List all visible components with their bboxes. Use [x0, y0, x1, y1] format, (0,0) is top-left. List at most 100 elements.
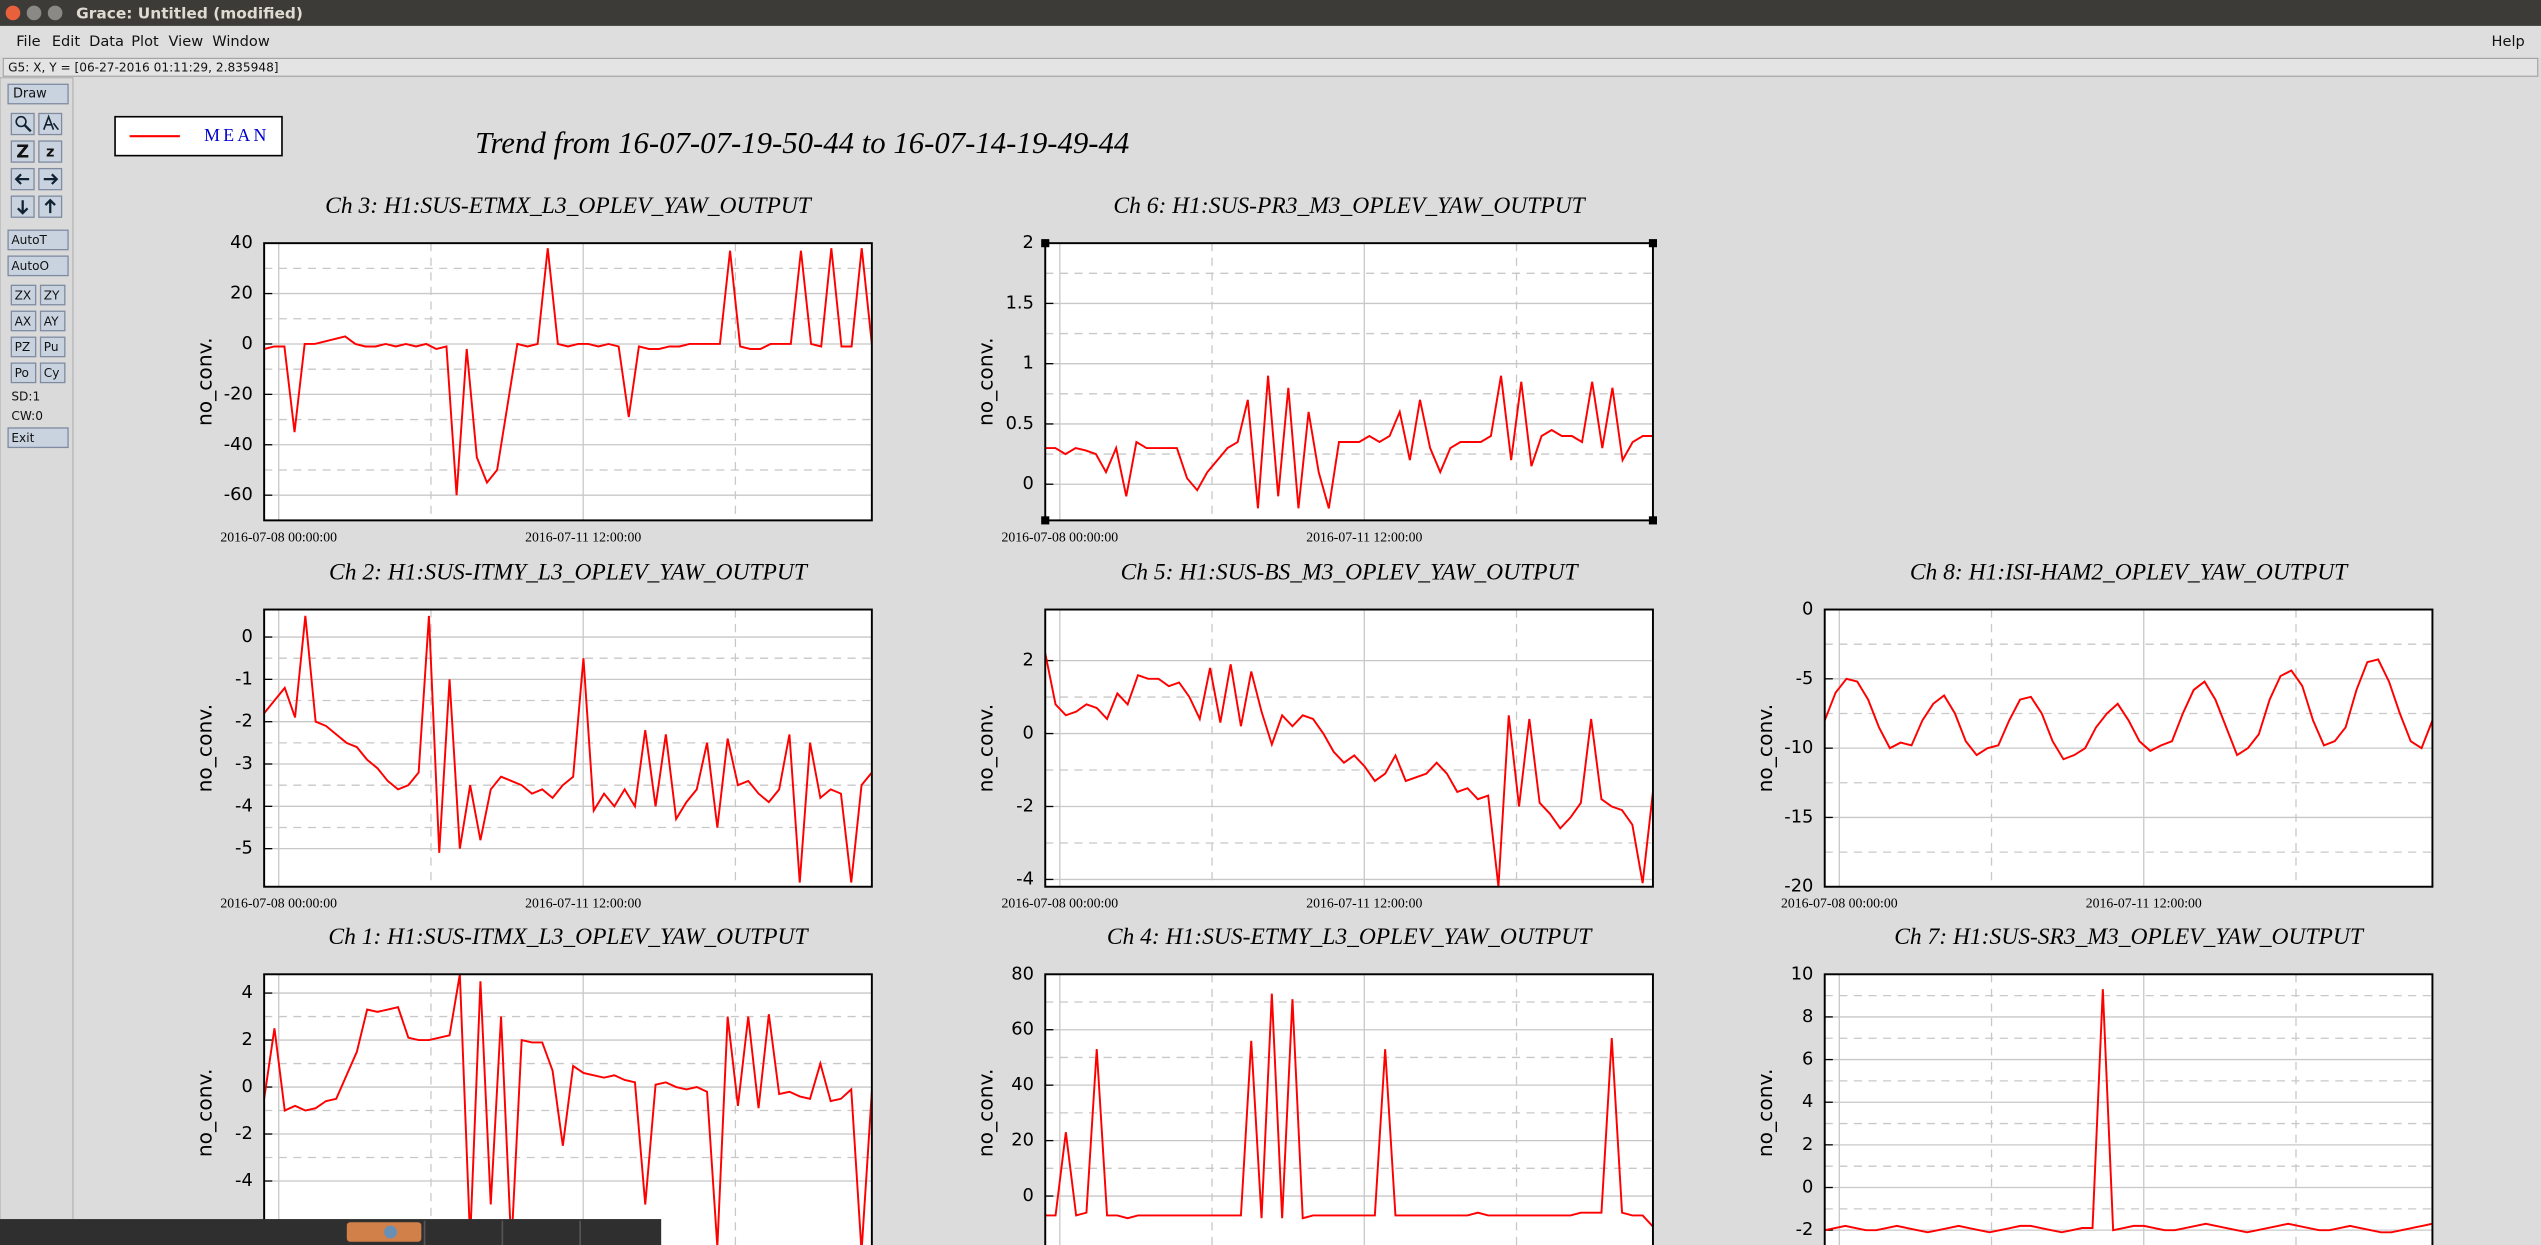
y-axis-label: no_conv. — [192, 1069, 216, 1158]
x-tick-label: 2016-07-11 12:00:00 — [2086, 896, 2202, 911]
chart: -4 -2 0 2 4 Ch 1: H1:SUS-ITMX_L3_OPLEV_YAW_OU… — [192, 924, 873, 1245]
y-tick-label: 0 — [1023, 473, 1034, 494]
y-tick-label: 4 — [241, 982, 252, 1003]
y-tick-label: 0 — [241, 626, 252, 647]
pair-button[interactable] — [39, 362, 66, 384]
legend-box — [114, 115, 283, 157]
arrow-up-icon — [44, 198, 56, 214]
y-tick-label: -40 — [224, 434, 253, 455]
y-axis-label: no_conv. — [973, 1069, 997, 1158]
y-tick-label: 20 — [1011, 1130, 1034, 1151]
pair-button[interactable] — [10, 310, 37, 332]
chart-title: Ch 5: H1:SUS-BS_M3_OPLEV_YAW_OUTPUT — [1121, 559, 1580, 585]
y-tick-label: 2 — [1023, 650, 1034, 671]
plot-frame — [1044, 973, 1654, 1245]
y-tick-label: 40 — [230, 232, 253, 253]
y-tick-label: -4 — [1016, 868, 1034, 889]
menu-help[interactable]: Help — [2492, 33, 2525, 50]
x-tick-label: 2016-07-08 00:00:00 — [220, 896, 337, 911]
draw-button[interactable] — [7, 83, 69, 105]
pair-button[interactable] — [10, 336, 37, 358]
pair-label: ZY — [44, 288, 60, 302]
pair-button[interactable] — [10, 362, 37, 384]
zoom-key: Z — [16, 141, 29, 162]
maximize-button[interactable] — [47, 5, 63, 21]
series — [1045, 653, 1653, 887]
y-tick-label: 0 — [1802, 599, 1813, 620]
y-tick-label: -20 — [1784, 876, 1813, 897]
close-button[interactable] — [5, 5, 21, 21]
pair-label: Pu — [44, 340, 59, 354]
y-tick-label: 20 — [230, 283, 253, 304]
auto-button[interactable] — [7, 255, 69, 277]
plot-area — [1824, 974, 2433, 1245]
magnifier-handle — [23, 123, 32, 133]
toolbar — [0, 77, 74, 1245]
plot-area — [264, 609, 872, 887]
menu-item[interactable]: Edit — [52, 33, 81, 50]
plot-frame — [1044, 608, 1654, 888]
chart: 0 20 40 60 80 Ch 4: H1:SUS-ETMY_L3_OPLEV_YAW_… — [973, 924, 1654, 1245]
taskbar — [0, 1219, 662, 1245]
pair-label: Cy — [44, 366, 60, 380]
data-line — [1045, 375, 1653, 509]
plot-title: Trend from 16-07-07-19-50-44 to 16-07-14… — [475, 126, 1129, 160]
series — [1824, 989, 2433, 1234]
menu-item[interactable]: Plot — [131, 33, 159, 50]
y-tick-label: 6 — [1802, 1049, 1813, 1070]
y-tick-label: -3 — [235, 753, 253, 774]
menu-item[interactable]: Data — [89, 33, 124, 50]
taskbar-icon — [384, 1225, 398, 1239]
data-line — [1045, 993, 1653, 1228]
y-tick-label: -1 — [235, 668, 253, 689]
auto-button[interactable] — [7, 229, 69, 251]
legend-label: MEAN — [204, 125, 269, 145]
menu-item[interactable]: View — [169, 33, 204, 50]
menu-bar — [0, 25, 2541, 57]
plot-area — [264, 243, 872, 521]
y-tick-label: -4 — [235, 1170, 253, 1191]
y-tick-label: 1 — [1023, 353, 1034, 374]
exit-label: Exit — [11, 431, 34, 445]
selection-handle[interactable] — [1648, 239, 1657, 248]
zoom-out-button[interactable] — [38, 140, 63, 163]
y-tick-label: 1.5 — [1006, 292, 1034, 313]
selection-handle[interactable] — [1648, 516, 1657, 525]
menu-item[interactable]: Window — [212, 33, 270, 50]
x-tick-label: 2016-07-08 00:00:00 — [1002, 896, 1119, 911]
data-line — [264, 974, 872, 1245]
y-tick-label: -60 — [224, 484, 253, 505]
selection-handle[interactable] — [1041, 239, 1050, 248]
chart-title: Ch 4: H1:SUS-ETMY_L3_OPLEV_YAW_OUTPUT — [1107, 924, 1593, 950]
pair-button[interactable] — [39, 336, 66, 358]
text-icon — [42, 114, 59, 131]
pair-label: AY — [44, 314, 59, 328]
data-line — [1824, 658, 2433, 761]
data-line — [1045, 653, 1653, 887]
title-bar — [0, 0, 2541, 26]
exit-button[interactable] — [7, 427, 69, 449]
menu-item[interactable]: File — [16, 33, 40, 50]
minimize-button[interactable] — [26, 5, 42, 21]
info-text: SD:1 — [11, 390, 40, 404]
pair-button[interactable] — [10, 284, 37, 306]
chart: -60 -40 -20 0 20 40 2016-07-08 00:00:00 2016-07… — [192, 193, 873, 544]
chart-title: Ch 2: H1:SUS-ITMY_L3_OPLEV_YAW_OUTPUT — [329, 559, 809, 585]
plot-frame — [263, 973, 873, 1245]
pair-button[interactable] — [39, 310, 66, 332]
data-line — [264, 615, 872, 883]
auto-label: AutoT — [11, 233, 47, 247]
zoom-key: z — [46, 143, 54, 160]
info-text: CW:0 — [11, 409, 43, 423]
pair-button[interactable] — [39, 284, 66, 306]
zoom-in-button[interactable] — [10, 140, 35, 163]
chart-title: Ch 3: H1:SUS-ETMX_L3_OPLEV_YAW_OUTPUT — [325, 193, 813, 219]
plot-frame — [263, 242, 873, 522]
chart-title: Ch 6: H1:SUS-PR3_M3_OPLEV_YAW_OUTPUT — [1113, 193, 1586, 219]
chart: 0 0.5 1 1.5 2 2016-07-08 00:00:00 2016-07-11 1… — [973, 193, 1657, 544]
selection-handle[interactable] — [1041, 516, 1050, 525]
plot-area — [1045, 243, 1653, 521]
